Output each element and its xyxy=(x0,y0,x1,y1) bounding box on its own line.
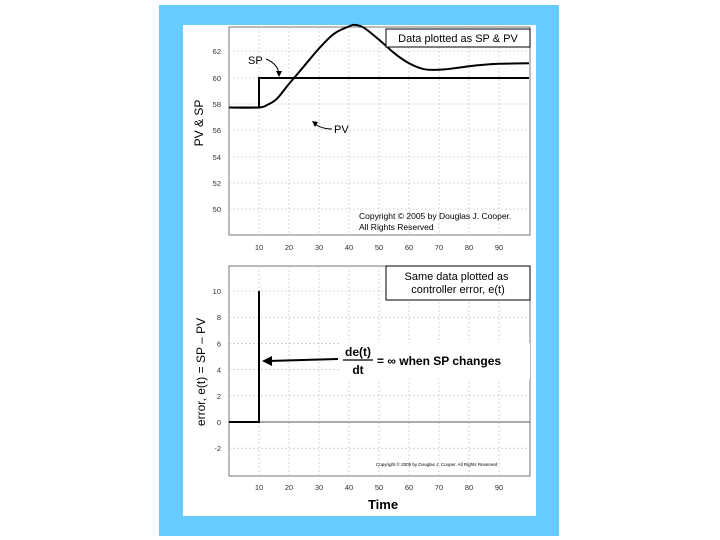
bottom-y-tick-label: 0 xyxy=(217,418,221,427)
top-title: Data plotted as SP & PV xyxy=(398,33,518,45)
bottom-y-ticks: -2 0 2 4 6 8 10 xyxy=(213,287,221,453)
bottom-copyright: Copyright © 2005 by Douglas J. Cooper. A… xyxy=(376,461,498,467)
sp-arrowhead xyxy=(276,71,282,77)
top-copyright: Copyright © 2005 by Douglas J. Cooper. A… xyxy=(359,211,514,232)
bottom-x-tick-label: 90 xyxy=(495,483,503,492)
bottom-series xyxy=(229,291,260,423)
top-series xyxy=(228,23,530,109)
top-y-tick-label: 58 xyxy=(213,100,221,109)
pv-arrowhead xyxy=(312,121,318,127)
top-x-tick-label: 10 xyxy=(255,243,263,252)
bottom-y-tick-label: -2 xyxy=(214,444,221,453)
top-y-tick-label: 56 xyxy=(213,126,221,135)
bottom-title-box xyxy=(385,265,531,301)
bottom-x-ticks: 10 20 30 40 50 60 70 80 90 xyxy=(255,483,503,492)
top-y-tick-label: 50 xyxy=(213,205,221,214)
bottom-x-tick-label: 10 xyxy=(255,483,263,492)
bottom-plot: 10 20 30 40 50 60 70 80 90 -2 0 2 4 6 8 10 Same data p… xyxy=(194,265,531,512)
bottom-title: Same data plotted as controller error, e… xyxy=(404,271,511,296)
equation-text: = ∞ when SP changes xyxy=(377,354,501,368)
top-x-tick-label: 90 xyxy=(495,243,503,252)
top-x-tick-label: 40 xyxy=(345,243,353,252)
bottom-x-tick-label: 40 xyxy=(345,483,353,492)
bottom-x-tick-label: 30 xyxy=(315,483,323,492)
bottom-x-tick-label: 80 xyxy=(465,483,473,492)
pv-annotation: PV xyxy=(334,124,349,136)
bottom-y-tick-label: 8 xyxy=(217,313,221,322)
bottom-x-tick-label: 50 xyxy=(375,483,383,492)
top-y-tick-label: 54 xyxy=(213,153,221,162)
top-title-box xyxy=(385,28,531,48)
equation-arrowhead xyxy=(262,356,272,366)
bottom-x-tick-label: 20 xyxy=(285,483,293,492)
top-y-label: PV & SP xyxy=(192,100,206,147)
pv-line xyxy=(228,23,530,109)
top-y-ticks: 50 52 54 56 58 60 62 xyxy=(213,47,221,214)
top-x-tick-label: 60 xyxy=(405,243,413,252)
bottom-y-tick-label: 10 xyxy=(213,287,221,296)
equation-denominator: dt xyxy=(352,363,363,377)
bottom-x-tick-label: 60 xyxy=(405,483,413,492)
bottom-x-label: Time xyxy=(368,497,398,512)
top-x-tick-label: 70 xyxy=(435,243,443,252)
top-x-tick-label: 50 xyxy=(375,243,383,252)
bottom-y-tick-label: 2 xyxy=(217,392,221,401)
sp-annotation: SP xyxy=(248,55,263,67)
top-x-ticks: 10 20 30 40 50 60 70 80 90 xyxy=(255,243,503,252)
bottom-y-label: error, e(t) = SP – PV xyxy=(194,318,208,426)
equation-bg xyxy=(339,343,530,379)
error-line xyxy=(229,291,260,423)
top-y-tick-label: 60 xyxy=(213,74,221,83)
top-plot: 10 20 30 40 50 60 70 80 90 50 52 54 56 58 60 62 Data p… xyxy=(192,23,531,252)
bottom-y-tick-label: 4 xyxy=(217,366,221,375)
top-x-tick-label: 80 xyxy=(465,243,473,252)
bottom-y-tick-label: 6 xyxy=(217,339,221,348)
top-y-tick-label: 62 xyxy=(213,47,221,56)
bottom-x-tick-label: 70 xyxy=(435,483,443,492)
equation-numerator: de(t) xyxy=(345,345,371,359)
top-x-tick-label: 30 xyxy=(315,243,323,252)
top-plot-area xyxy=(228,26,531,236)
equation-arrow xyxy=(267,358,339,362)
top-grid xyxy=(229,27,530,235)
top-x-tick-label: 20 xyxy=(285,243,293,252)
top-y-tick-label: 52 xyxy=(213,179,221,188)
